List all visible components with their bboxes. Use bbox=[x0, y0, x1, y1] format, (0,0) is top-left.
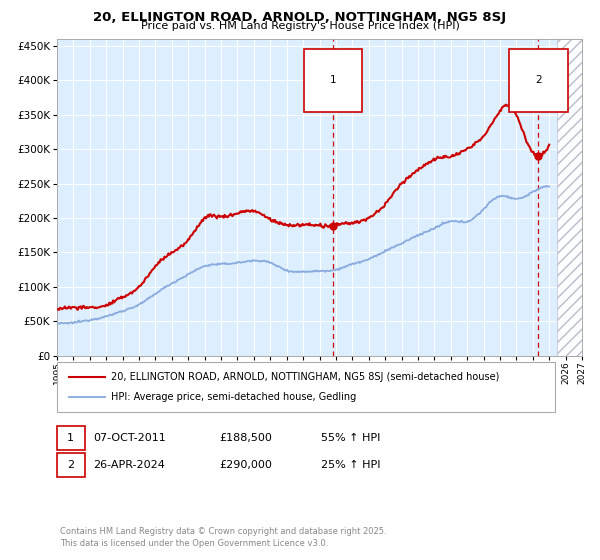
Text: 1: 1 bbox=[330, 76, 337, 86]
Text: 2: 2 bbox=[535, 76, 542, 86]
Text: 55% ↑ HPI: 55% ↑ HPI bbox=[321, 433, 380, 443]
Text: HPI: Average price, semi-detached house, Gedling: HPI: Average price, semi-detached house,… bbox=[111, 391, 356, 402]
Text: 20, ELLINGTON ROAD, ARNOLD, NOTTINGHAM, NG5 8SJ: 20, ELLINGTON ROAD, ARNOLD, NOTTINGHAM, … bbox=[94, 11, 506, 24]
Text: £188,500: £188,500 bbox=[219, 433, 272, 443]
Text: Price paid vs. HM Land Registry's House Price Index (HPI): Price paid vs. HM Land Registry's House … bbox=[140, 21, 460, 31]
Text: 07-OCT-2011: 07-OCT-2011 bbox=[93, 433, 166, 443]
Bar bbox=[557, 39, 582, 356]
Text: 26-APR-2024: 26-APR-2024 bbox=[93, 460, 165, 470]
Text: £290,000: £290,000 bbox=[219, 460, 272, 470]
Text: 25% ↑ HPI: 25% ↑ HPI bbox=[321, 460, 380, 470]
Text: 1: 1 bbox=[67, 433, 74, 443]
Text: 20, ELLINGTON ROAD, ARNOLD, NOTTINGHAM, NG5 8SJ (semi-detached house): 20, ELLINGTON ROAD, ARNOLD, NOTTINGHAM, … bbox=[111, 372, 499, 382]
Text: 2: 2 bbox=[67, 460, 74, 470]
Text: Contains HM Land Registry data © Crown copyright and database right 2025.: Contains HM Land Registry data © Crown c… bbox=[60, 528, 386, 536]
Bar bbox=[557, 39, 582, 356]
Text: This data is licensed under the Open Government Licence v3.0.: This data is licensed under the Open Gov… bbox=[60, 539, 328, 548]
